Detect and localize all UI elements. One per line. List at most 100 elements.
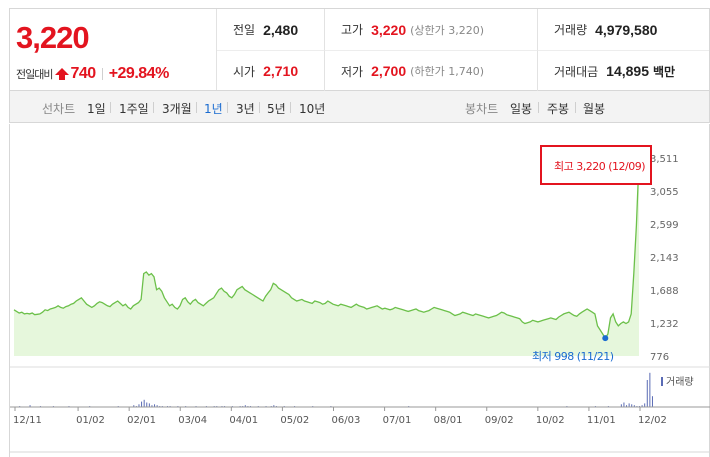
volume-bar — [29, 405, 31, 407]
x-tick-label: 06/03 — [332, 415, 361, 426]
price-chart: 3,511 3,055 2,599 2,143 1,688 1,232 776 최고 3,22… — [9, 124, 710, 457]
volume-bar — [151, 405, 153, 407]
tab-weekly[interactable]: 주봉 — [547, 102, 570, 116]
x-tick-label: 03/04 — [178, 415, 207, 426]
change-row: 전일대비 740 +29.84% — [16, 65, 216, 83]
price-box: 3,220 전일대비 740 +29.84% — [10, 9, 217, 90]
volume-bar — [138, 404, 140, 407]
divider — [259, 102, 260, 113]
y-tick-label: 1,688 — [650, 286, 679, 297]
stat-value: 2,710 — [263, 63, 299, 79]
volume-bar — [273, 405, 275, 407]
stat-label: 저가 — [341, 64, 364, 79]
stat-label: 고가 — [341, 23, 364, 37]
tab-1w[interactable]: 1주일 — [119, 102, 149, 116]
stat-volume: 거래량 4,979,580 — [537, 9, 709, 50]
volume-bar — [633, 405, 635, 407]
x-tick-label: 01/02 — [76, 415, 105, 426]
stat-sub: 백만 — [653, 64, 676, 79]
chart-tabs: 선차트 1일 1주일 3개월 1년 3년 5년 10년 봉차트 일봉 주봉 월봉 — [9, 91, 710, 123]
tab-1y[interactable]: 1년 — [204, 102, 223, 116]
x-tick-label: 12/02 — [638, 415, 667, 426]
volume-bar — [651, 396, 653, 407]
y-tick-label: 3,511 — [650, 154, 679, 165]
price-line — [13, 159, 640, 340]
quote-summary: 3,220 전일대비 740 +29.84% 전일 2,480 고가 3,220… — [9, 8, 710, 91]
change-label: 전일대비 — [16, 68, 53, 81]
volume-bar — [143, 399, 145, 407]
tab-1d[interactable]: 1일 — [87, 102, 106, 116]
x-tick-label: 07/01 — [383, 415, 412, 426]
stat-high: 고가 3,220 (상한가 3,220) — [324, 9, 537, 50]
tab-10y[interactable]: 10년 — [299, 102, 326, 116]
volume-bar — [631, 404, 633, 407]
y-tick-label: 3,055 — [650, 187, 679, 198]
tab-monthly[interactable]: 월봉 — [583, 102, 606, 116]
stat-value: 3,220 — [371, 21, 407, 38]
up-triangle-icon — [55, 68, 70, 80]
divider — [110, 102, 111, 113]
volume-bar — [646, 380, 648, 407]
stat-open: 시가 2,710 — [217, 50, 324, 91]
stat-label: 거래대금 — [554, 64, 599, 79]
volume-bar — [146, 402, 148, 407]
max-annotation-box — [540, 145, 652, 185]
min-point — [602, 335, 609, 342]
volume-bar — [649, 372, 651, 407]
divider — [227, 102, 228, 113]
volume-bar — [133, 405, 135, 407]
stat-value: 14,895 — [606, 63, 649, 79]
x-tick-label: 11/01 — [587, 415, 616, 426]
divider — [290, 102, 291, 113]
price-chart-svg: 3,511 3,055 2,599 2,143 1,688 1,232 776 최고 3,22… — [10, 145, 710, 453]
x-tick-label: 10/02 — [536, 415, 565, 426]
volume-bar — [641, 405, 643, 407]
volume-bar — [623, 402, 625, 407]
max-annotation: 최고 3,220 (12/09) — [554, 160, 645, 173]
x-tick-label: 05/02 — [280, 415, 309, 426]
volume-legend-mark — [661, 377, 663, 386]
divider — [153, 102, 154, 113]
volume-bar — [141, 401, 143, 407]
tab-5y[interactable]: 5년 — [267, 102, 286, 116]
volume-bar — [626, 405, 628, 407]
tab-3m[interactable]: 3개월 — [162, 102, 192, 116]
tab-3y[interactable]: 3년 — [236, 102, 255, 116]
stat-value: 2,480 — [263, 21, 299, 38]
volume-bar — [628, 403, 630, 407]
change-value: 740 — [70, 65, 96, 82]
y-tick-label: 2,599 — [650, 220, 679, 231]
tab-daily[interactable]: 일봉 — [510, 102, 533, 116]
stat-value: 4,979,580 — [595, 21, 658, 38]
stat-sub: (상한가 3,220) — [410, 23, 485, 37]
stat-sub: (하한가 1,740) — [410, 65, 485, 78]
x-tick-label: 02/01 — [127, 415, 156, 426]
x-tick-label: 12/11 — [13, 415, 42, 426]
volume-legend-label: 거래량 — [666, 376, 694, 388]
stat-label: 전일 — [233, 23, 256, 37]
volume-bar — [148, 403, 150, 407]
line-chart-label: 선차트 — [42, 102, 76, 116]
y-tick-label: 2,143 — [650, 253, 679, 264]
stat-prev-close: 전일 2,480 — [217, 9, 324, 50]
volume-bar — [644, 403, 646, 407]
volume-bar — [154, 404, 156, 407]
candle-chart-label: 봉차트 — [465, 102, 499, 116]
min-annotation: 최저 998 (11/21) — [532, 350, 614, 363]
stat-label: 거래량 — [554, 23, 588, 37]
volume-bar — [244, 405, 246, 407]
x-tick-label: 04/01 — [229, 415, 258, 426]
divider — [538, 102, 539, 113]
x-tick-label: 09/02 — [485, 415, 514, 426]
change-rate: +29.84% — [108, 65, 170, 82]
stat-label: 시가 — [233, 64, 256, 79]
divider — [575, 102, 576, 113]
stat-low: 저가 2,700 (하한가 1,740) — [324, 50, 537, 91]
volume-bar — [156, 405, 158, 407]
stat-value: 2,700 — [371, 63, 407, 79]
y-tick-label: 776 — [650, 352, 669, 363]
divider — [196, 102, 197, 113]
x-tick-label: 08/01 — [434, 415, 463, 426]
volume-bar — [620, 404, 622, 407]
price-area — [14, 159, 639, 356]
